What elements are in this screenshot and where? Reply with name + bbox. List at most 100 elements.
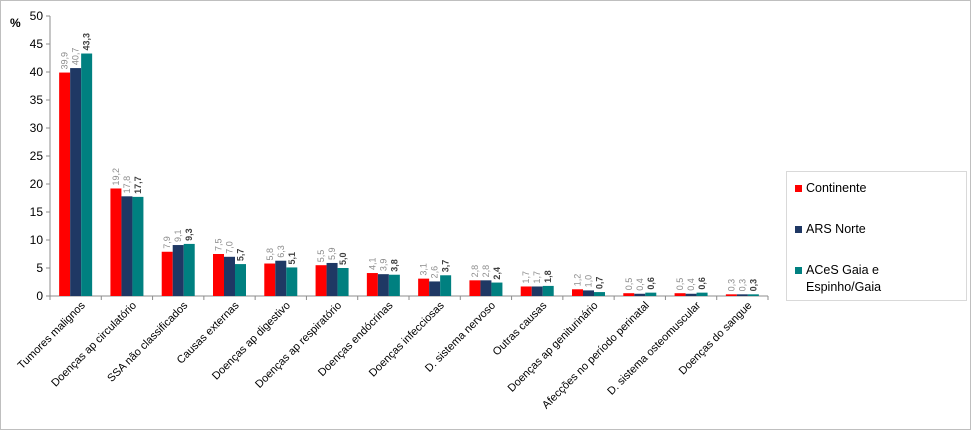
bar	[480, 280, 492, 296]
data-label: 19,2	[111, 168, 121, 186]
data-label: 3,1	[419, 263, 429, 276]
data-label: 39,9	[60, 52, 70, 70]
bar	[286, 267, 298, 296]
bar	[520, 286, 532, 296]
legend-label-ars-norte: ARS Norte	[806, 222, 866, 236]
data-label: 17,7	[133, 176, 143, 194]
data-label: 6,3	[276, 245, 286, 258]
data-label: 3,8	[389, 259, 399, 272]
bar	[429, 281, 441, 296]
bar	[315, 265, 327, 296]
data-label: 4,1	[367, 258, 377, 271]
bar	[121, 196, 133, 296]
bar	[213, 254, 224, 296]
data-label: 5,9	[327, 247, 337, 260]
legend-swatch-ars-norte	[795, 226, 802, 233]
data-label: 1,8	[543, 270, 553, 283]
x-tick-label: D. sistema osteomuscular	[605, 299, 703, 397]
data-label: 2,6	[430, 266, 440, 279]
bar	[337, 268, 349, 296]
y-tick-label: 5	[36, 261, 43, 275]
x-tick-label: Doenças ap respiratório	[253, 300, 344, 391]
legend-item-continente: Continente	[795, 180, 866, 197]
data-label: 0,3	[748, 279, 758, 292]
bar	[725, 294, 737, 296]
bar	[634, 293, 646, 296]
x-tick-label: Doenças ap circulatório	[49, 300, 139, 390]
bar	[161, 251, 173, 296]
bar	[469, 280, 481, 296]
data-label: 2,4	[492, 267, 502, 280]
x-tick-label: Doenças ap geniturinário	[506, 300, 601, 395]
data-label: 5,8	[265, 248, 275, 261]
data-label: 40,7	[71, 48, 81, 66]
data-label: 0,4	[686, 278, 696, 291]
y-tick-label: 10	[30, 233, 44, 247]
y-tick-label: 45	[30, 37, 44, 51]
bar	[623, 293, 635, 296]
bar	[696, 292, 708, 296]
data-label: 9,1	[173, 230, 183, 243]
x-tick-label: Afecções no período perinatal	[540, 300, 652, 412]
bar	[418, 278, 430, 296]
data-label: 2,8	[470, 265, 480, 278]
bar	[583, 290, 594, 296]
legend-label-continente: Continente	[806, 181, 867, 195]
bar	[81, 53, 93, 296]
bar	[440, 275, 452, 296]
data-label: 9,3	[184, 228, 194, 241]
bar	[531, 286, 543, 296]
legend-label-aces-gaia-line-2: Espinho/Gaia	[806, 280, 882, 294]
bar	[645, 292, 657, 296]
bar	[224, 256, 235, 296]
bar	[491, 282, 503, 296]
bar	[172, 245, 184, 296]
data-label: 7,5	[214, 238, 224, 251]
legend-swatch-aces-gaia	[795, 267, 802, 274]
legend: Continente ARS Norte ACeS Gaia e Espinho…	[786, 171, 967, 301]
bar	[542, 285, 554, 296]
bar	[110, 188, 122, 296]
bar	[366, 273, 378, 296]
legend-item-aces-gaia: ACeS Gaia e Espinho/Gaia	[795, 262, 881, 296]
legend-label-aces-gaia-line-1: ACeS Gaia e	[806, 263, 879, 277]
bar	[685, 293, 697, 296]
bar	[747, 294, 759, 296]
bar	[326, 262, 338, 296]
data-label: 0,5	[675, 278, 685, 291]
legend-item-ars-norte: ARS Norte	[795, 221, 866, 238]
data-label: 43,3	[82, 33, 92, 51]
bar	[736, 294, 748, 296]
x-tick-label: Outras causas	[491, 299, 550, 358]
data-label: 5,5	[316, 250, 326, 263]
data-label: 0,4	[635, 278, 645, 291]
data-label: 5,0	[338, 252, 348, 265]
data-label: 0,3	[726, 279, 736, 292]
data-label: 1,0	[584, 275, 594, 288]
y-tick-label: 40	[30, 65, 44, 79]
y-tick-label: 30	[30, 121, 44, 135]
bar	[132, 196, 144, 296]
bar	[183, 243, 195, 296]
bar	[377, 274, 389, 296]
legend-swatch-continente	[795, 185, 802, 192]
data-label: 7,0	[225, 241, 235, 254]
data-label: 0,6	[697, 277, 707, 290]
bar	[70, 68, 82, 296]
bar	[275, 260, 287, 296]
data-label: 5,1	[287, 252, 297, 265]
y-tick-label: 25	[30, 149, 44, 163]
bar	[572, 289, 583, 296]
data-label: 1,7	[532, 271, 542, 284]
data-label: 3,9	[378, 259, 388, 272]
data-label: 2,8	[481, 265, 491, 278]
bar	[388, 274, 400, 296]
data-label: 7,9	[162, 236, 172, 249]
bar	[264, 263, 276, 296]
y-tick-label: 20	[30, 177, 44, 191]
data-label: 17,8	[122, 176, 132, 194]
y-tick-label: 15	[30, 205, 44, 219]
data-label: 0,6	[646, 277, 656, 290]
data-label: 5,7	[236, 249, 246, 262]
